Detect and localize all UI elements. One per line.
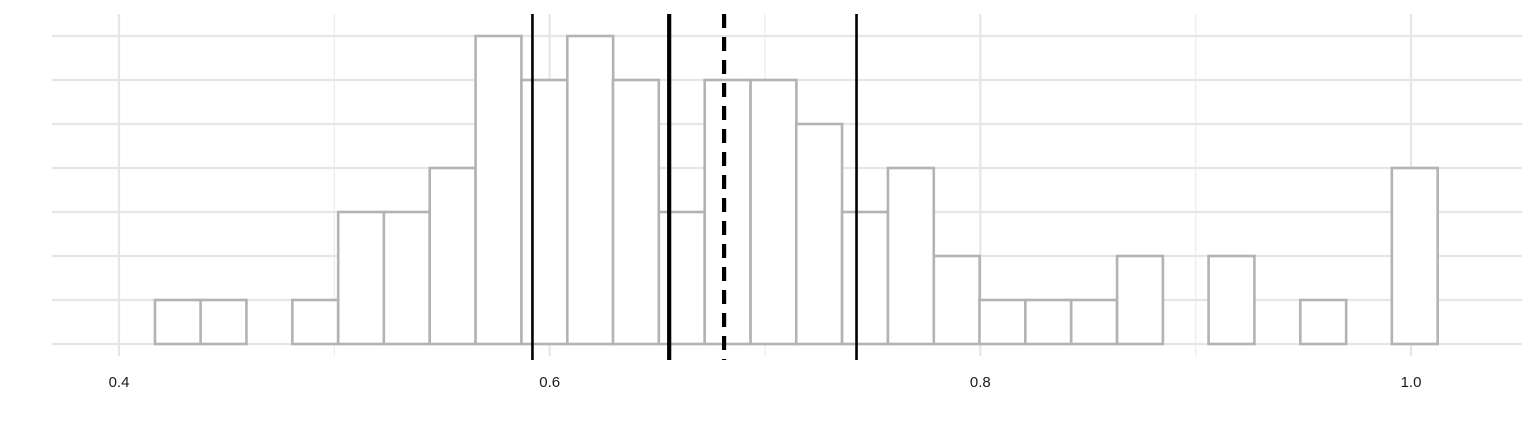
x-tick-label: 1.0: [1401, 374, 1422, 391]
histogram-bar: [336, 210, 386, 346]
histogram-bar: [428, 166, 477, 346]
histogram-bar: [1390, 166, 1439, 346]
histogram-bar: [382, 210, 431, 346]
histogram-bar: [1069, 298, 1119, 346]
histogram-bar: [1024, 298, 1073, 346]
histogram-bar: [1207, 254, 1256, 346]
histogram-bar: [657, 210, 706, 346]
histogram-bar: [1115, 254, 1165, 346]
histogram-bar: [1299, 298, 1348, 346]
histogram-bar: [199, 298, 248, 346]
histogram-bar: [611, 78, 661, 346]
histogram-bar: [794, 122, 844, 346]
histogram-bar: [703, 78, 752, 346]
bars-layer: [153, 34, 1439, 346]
histogram-bar: [886, 166, 936, 346]
histogram-bar: [749, 78, 798, 346]
x-axis: 0.4 0.6 0.8 1.0: [109, 374, 1422, 391]
x-tick-label: 0.8: [970, 374, 991, 391]
x-tick-label: 0.6: [539, 374, 560, 391]
histogram-bar: [291, 298, 340, 346]
histogram-bar: [840, 210, 890, 346]
histogram-bar: [932, 254, 981, 346]
x-tick-label: 0.4: [109, 374, 130, 391]
histogram-bar: [474, 34, 523, 346]
reference-lines-layer: [531, 14, 858, 360]
histogram-bar: [520, 78, 569, 346]
histogram-bar: [978, 298, 1027, 346]
histogram-bar: [566, 34, 615, 346]
histogram-bar: [153, 298, 203, 346]
